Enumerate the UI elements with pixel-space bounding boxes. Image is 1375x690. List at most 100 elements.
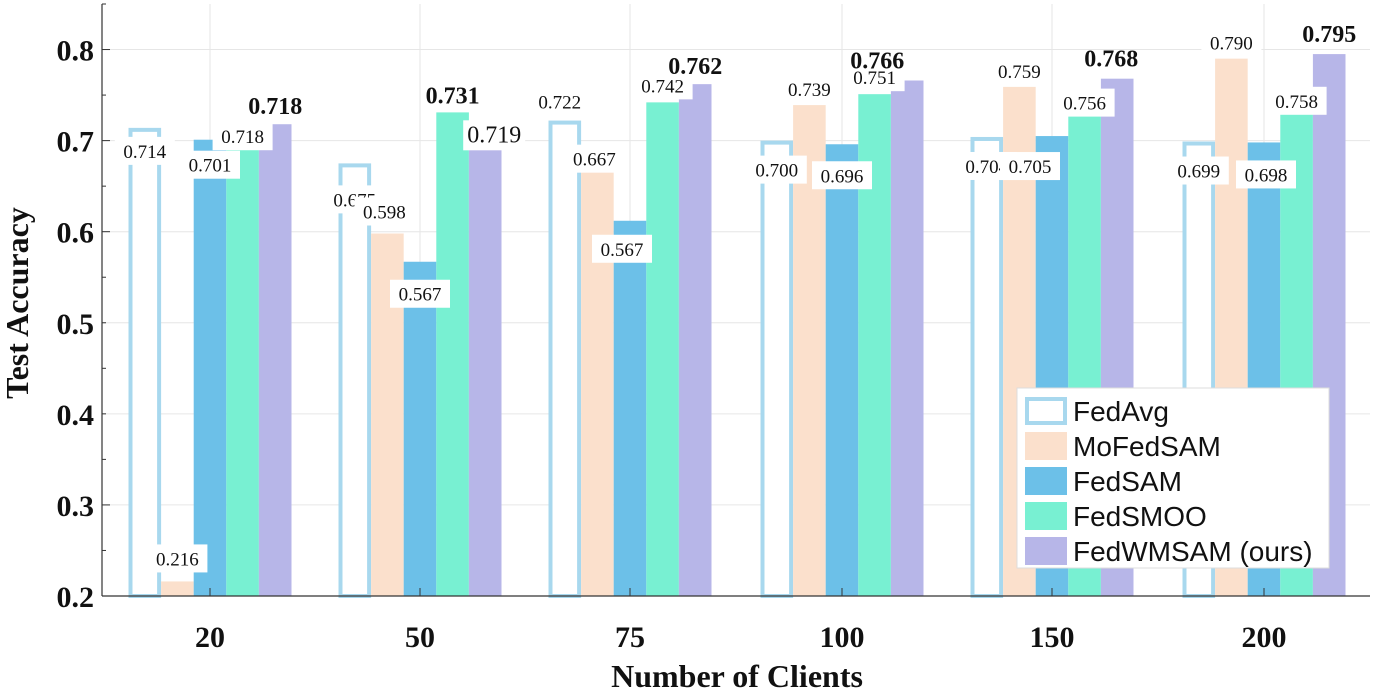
y-tick-label: 0.3 — [57, 490, 95, 523]
data-label: 0.718 — [248, 94, 302, 120]
bar — [468, 123, 502, 597]
x-tick-label: 50 — [405, 621, 435, 654]
x-tick-label: 150 — [1030, 621, 1075, 654]
legend: FedAvg MoFedSAM FedSAM FedSMOO FedWMSAM (our… — [1016, 387, 1330, 569]
bar — [646, 102, 679, 597]
data-label: 0.759 — [998, 62, 1041, 83]
data-label-box — [844, 63, 905, 92]
data-label-box — [632, 71, 693, 100]
data-label: 0.705 — [1009, 157, 1052, 178]
data-label-box — [354, 197, 415, 226]
data-label-box — [1168, 156, 1229, 185]
legend-label: FedWMSAM (ours) — [1073, 536, 1313, 567]
y-tick-label: 0.6 — [57, 217, 95, 250]
data-label-box — [1054, 88, 1115, 117]
data-label: 0.756 — [1063, 94, 1106, 115]
legend-swatch — [1025, 502, 1067, 530]
data-label-box — [592, 234, 652, 263]
axes: 0.2 0.3 0.4 0.5 0.6 0.7 0.8 20 50 75 100 150 200 — [57, 3, 1370, 654]
data-label: 0.731 — [426, 83, 480, 109]
data-label: 0.739 — [788, 80, 831, 101]
data-label: 0.719 — [467, 122, 521, 148]
bar — [548, 120, 582, 598]
x-tick-label: 100 — [820, 621, 865, 654]
bar — [581, 170, 614, 596]
data-label-box — [147, 544, 208, 573]
bar — [760, 140, 794, 598]
y-tick-label: 0.5 — [57, 308, 95, 341]
data-label: 0.795 — [1302, 22, 1356, 48]
data-label-box — [212, 122, 273, 151]
data-label: 0.667 — [573, 150, 616, 171]
data-label: 0.758 — [1275, 92, 1318, 113]
data-label: 0.704 — [965, 157, 1008, 178]
data-label-box — [779, 75, 840, 104]
data-labels: 0.7140.6750.7220.7000.7040.6990.2160.598… — [114, 22, 1356, 573]
data-label: 0.742 — [641, 76, 684, 97]
legend-label: FedSMOO — [1073, 501, 1207, 532]
data-label: 0.768 — [1084, 47, 1138, 73]
data-label: 0.216 — [156, 549, 199, 570]
bar — [678, 84, 712, 596]
data-label: 0.790 — [1210, 34, 1253, 55]
data-label-box — [390, 279, 450, 308]
data-label: 0.696 — [821, 166, 864, 187]
y-tick-label: 0.8 — [57, 35, 95, 68]
data-label: 0.714 — [123, 142, 166, 163]
bars — [128, 54, 1346, 598]
data-label: 0.718 — [221, 127, 264, 148]
x-tick-label: 20 — [195, 621, 225, 654]
data-label: 0.598 — [363, 203, 406, 224]
data-label: 0.701 — [189, 156, 232, 177]
data-label-box — [529, 87, 590, 116]
bar — [613, 220, 647, 597]
legend-label: FedAvg — [1073, 396, 1169, 427]
bar — [128, 127, 162, 598]
data-label-box — [1000, 152, 1060, 181]
data-label-box — [463, 120, 526, 151]
legend-label: MoFedSAM — [1073, 431, 1221, 462]
y-axis-title: Test Accuracy — [0, 207, 35, 399]
data-label-box — [812, 161, 872, 190]
data-label-box — [1266, 86, 1327, 115]
data-label: 0.699 — [1177, 162, 1220, 183]
data-label: 0.722 — [538, 93, 581, 114]
data-label: 0.751 — [853, 68, 896, 89]
legend-box — [1016, 387, 1330, 569]
x-tick-label: 200 — [1242, 621, 1287, 654]
x-tick-label: 75 — [615, 621, 645, 654]
bar — [825, 144, 859, 596]
data-label: 0.700 — [755, 161, 798, 182]
bar — [890, 80, 924, 596]
data-label: 0.567 — [601, 240, 644, 261]
bar — [258, 124, 292, 597]
data-label-box — [180, 150, 240, 179]
y-tick-label: 0.4 — [57, 399, 95, 432]
data-label: 0.762 — [668, 54, 722, 80]
data-label-box — [1236, 160, 1296, 189]
bar — [338, 163, 372, 598]
data-label: 0.567 — [399, 285, 442, 306]
data-label-box — [746, 155, 807, 184]
data-label-box — [114, 136, 175, 165]
bar — [970, 136, 1004, 598]
bar — [193, 139, 227, 596]
data-label-box — [564, 144, 625, 173]
data-label: 0.766 — [850, 49, 904, 75]
data-label-box — [1201, 28, 1262, 57]
data-label: 0.698 — [1245, 165, 1288, 186]
y-tick-label: 0.7 — [57, 126, 95, 159]
legend-swatch — [1025, 467, 1067, 495]
legend-swatch — [1025, 432, 1067, 460]
y-tick-label: 0.2 — [57, 581, 95, 614]
bar — [436, 112, 469, 597]
bar — [403, 261, 437, 596]
legend-swatch — [1025, 397, 1067, 425]
bar — [161, 581, 194, 596]
bar — [226, 124, 259, 597]
legend-label: FedSAM — [1073, 466, 1182, 497]
legend-swatch — [1025, 537, 1067, 565]
data-label-box — [989, 56, 1050, 85]
x-axis-title: Number of Clients — [611, 658, 863, 690]
